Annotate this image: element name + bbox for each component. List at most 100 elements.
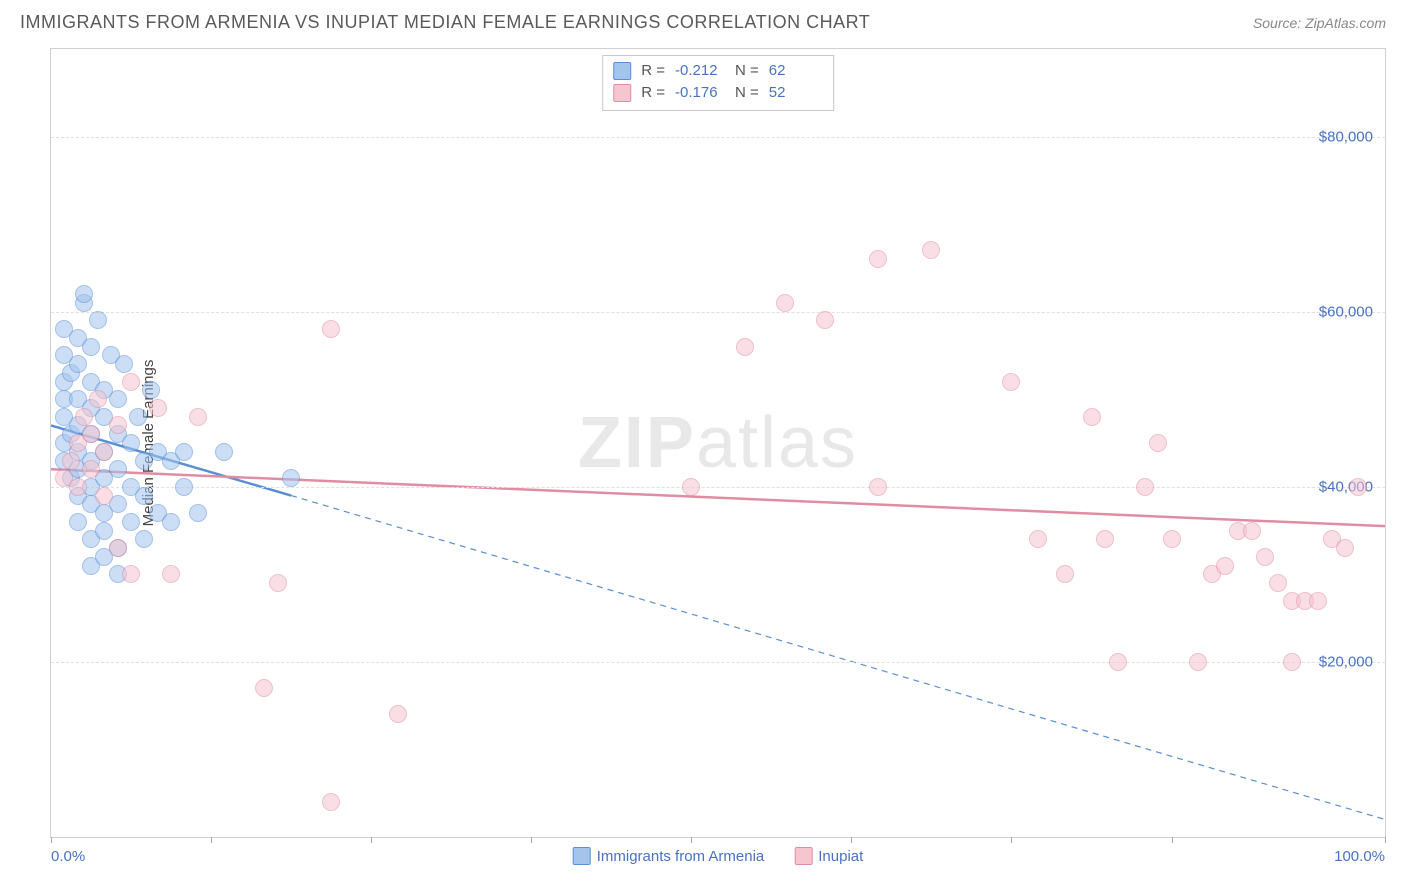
data-point (62, 452, 80, 470)
x-min-label: 0.0% (51, 848, 85, 865)
data-point (135, 530, 153, 548)
data-point (162, 565, 180, 583)
data-point (142, 381, 160, 399)
r-value: -0.176 (675, 82, 725, 104)
data-point (1283, 653, 1301, 671)
swatch-icon (573, 847, 591, 865)
data-point (122, 565, 140, 583)
legend-label: Immigrants from Armenia (597, 848, 765, 865)
n-value: 52 (769, 82, 819, 104)
data-point (1163, 530, 1181, 548)
data-point (69, 355, 87, 373)
data-point (95, 443, 113, 461)
data-point (189, 504, 207, 522)
data-point (82, 425, 100, 443)
data-point (109, 416, 127, 434)
data-point (122, 513, 140, 531)
data-point (109, 539, 127, 557)
data-point (1002, 373, 1020, 391)
data-point (75, 285, 93, 303)
data-point (129, 408, 147, 426)
legend-item-inupiat: Inupiat (794, 847, 863, 865)
x-tick (51, 837, 52, 843)
data-point (122, 434, 140, 452)
data-point (1136, 478, 1154, 496)
data-point (69, 478, 87, 496)
swatch-icon (794, 847, 812, 865)
swatch-icon (613, 62, 631, 80)
data-point (1149, 434, 1167, 452)
data-point (215, 443, 233, 461)
data-point (95, 487, 113, 505)
source-attribution: Source: ZipAtlas.com (1253, 15, 1386, 31)
n-label: N = (735, 82, 759, 104)
scatter-chart: Median Female Earnings ZIPatlas R = -0.2… (50, 48, 1386, 838)
r-label: R = (641, 60, 665, 82)
data-point (1056, 565, 1074, 583)
data-point (89, 311, 107, 329)
data-point (389, 705, 407, 723)
data-point (1309, 592, 1327, 610)
x-tick (691, 837, 692, 843)
data-point (869, 250, 887, 268)
data-point (1109, 653, 1127, 671)
stats-row-inupiat: R = -0.176 N = 52 (613, 82, 819, 104)
n-value: 62 (769, 60, 819, 82)
data-point (135, 487, 153, 505)
data-point (122, 373, 140, 391)
x-tick (1385, 837, 1386, 843)
gridline (51, 487, 1385, 488)
data-point (82, 338, 100, 356)
data-point (1083, 408, 1101, 426)
x-max-label: 100.0% (1334, 848, 1385, 865)
stats-row-armenia: R = -0.212 N = 62 (613, 60, 819, 82)
data-point (1216, 557, 1234, 575)
data-point (1189, 653, 1207, 671)
data-point (922, 241, 940, 259)
data-point (175, 443, 193, 461)
y-tick-label: $20,000 (1319, 653, 1373, 670)
page-title: IMMIGRANTS FROM ARMENIA VS INUPIAT MEDIA… (20, 12, 870, 33)
data-point (1336, 539, 1354, 557)
data-point (322, 793, 340, 811)
data-point (89, 390, 107, 408)
data-point (109, 390, 127, 408)
x-tick (211, 837, 212, 843)
data-point (682, 478, 700, 496)
gridline (51, 137, 1385, 138)
data-point (109, 460, 127, 478)
data-point (149, 399, 167, 417)
x-tick (371, 837, 372, 843)
data-point (736, 338, 754, 356)
y-tick-label: $60,000 (1319, 303, 1373, 320)
swatch-icon (613, 84, 631, 102)
x-tick (851, 837, 852, 843)
data-point (776, 294, 794, 312)
data-point (282, 469, 300, 487)
data-point (1243, 522, 1261, 540)
r-value: -0.212 (675, 60, 725, 82)
gridline (51, 312, 1385, 313)
data-point (1269, 574, 1287, 592)
legend-item-armenia: Immigrants from Armenia (573, 847, 765, 865)
x-tick (1011, 837, 1012, 843)
data-point (1349, 478, 1367, 496)
data-point (869, 478, 887, 496)
x-tick (1172, 837, 1173, 843)
x-tick (531, 837, 532, 843)
data-point (255, 679, 273, 697)
data-point (69, 513, 87, 531)
data-point (1256, 548, 1274, 566)
data-point (322, 320, 340, 338)
data-point (75, 408, 93, 426)
data-point (115, 355, 133, 373)
y-tick-label: $80,000 (1319, 128, 1373, 145)
stats-legend-box: R = -0.212 N = 62 R = -0.176 N = 52 (602, 55, 834, 111)
data-point (269, 574, 287, 592)
data-point (189, 408, 207, 426)
data-point (1029, 530, 1047, 548)
series-legend: Immigrants from Armenia Inupiat (573, 847, 864, 865)
data-point (816, 311, 834, 329)
data-point (162, 513, 180, 531)
legend-label: Inupiat (818, 848, 863, 865)
